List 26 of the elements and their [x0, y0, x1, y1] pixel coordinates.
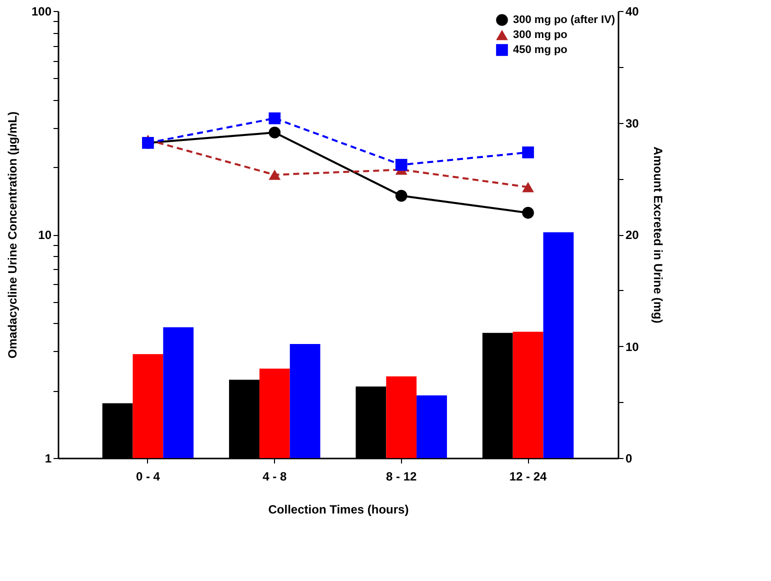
y2-axis-title: Amount Excreted in Urine (mg): [650, 146, 665, 324]
point: [395, 190, 408, 202]
x-tick-label: 0 - 4: [136, 470, 160, 484]
y-tick-label: 100: [31, 4, 52, 18]
point: [268, 126, 281, 138]
point: [522, 182, 534, 192]
x-tick-label: 12 - 24: [509, 470, 548, 484]
y2-tick-label: 20: [626, 228, 640, 242]
y2-tick-label: 10: [626, 340, 640, 354]
point: [522, 206, 534, 219]
y-tick-label: 10: [38, 228, 52, 242]
x-tick-label: 8 - 12: [386, 470, 418, 484]
y-axis-title: Omadacycline Urine Concentration (µg/mL): [5, 112, 20, 358]
y-tick-label: 1: [44, 452, 52, 466]
point: [395, 158, 408, 171]
point: [268, 170, 281, 180]
point: [268, 112, 281, 124]
x-tick-label: 4 - 8: [262, 470, 287, 484]
point: [522, 146, 534, 158]
y2-tick-label: 0: [626, 452, 632, 466]
legend-label: 450 mg po: [513, 44, 568, 56]
y2-tick-label: 30: [626, 116, 640, 130]
y2-tick-label: 40: [626, 4, 640, 18]
legend-label: 300 mg po: [513, 29, 568, 41]
legend-label: 300 mg po (after IV): [513, 14, 616, 26]
x-axis-title: Collection Times (hours): [268, 502, 409, 516]
